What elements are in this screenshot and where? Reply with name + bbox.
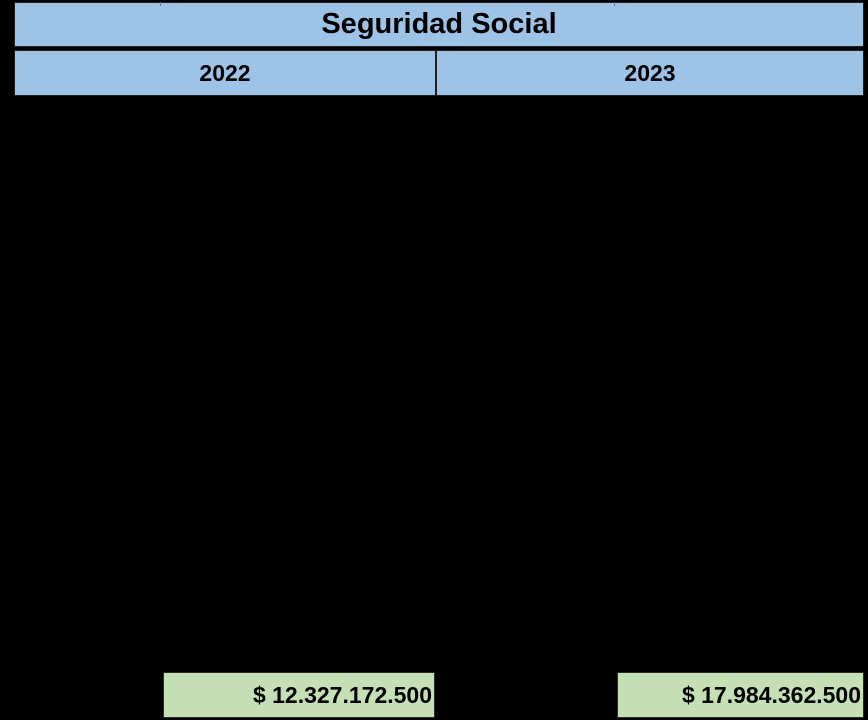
table-title: Seguridad Social bbox=[14, 2, 864, 47]
gridline-tick bbox=[614, 2, 615, 6]
gridline-tick bbox=[160, 2, 161, 6]
year-header-2022: 2022 bbox=[14, 50, 436, 96]
year-header-2023: 2023 bbox=[436, 50, 864, 96]
total-value-2023: $ 17.984.362.500 bbox=[617, 672, 864, 718]
total-value-2022: $ 12.327.172.500 bbox=[163, 672, 435, 718]
